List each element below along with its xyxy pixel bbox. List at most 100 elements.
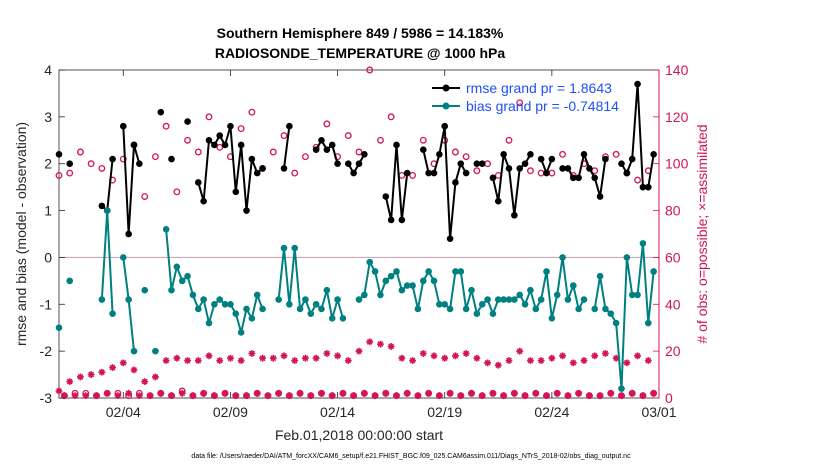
assimilated-obs-marker (157, 389, 165, 397)
chart-title: Southern Hemisphere 849 / 5986 = 14.183% (217, 25, 504, 41)
bias-data-point (168, 286, 175, 294)
possible-obs-marker (612, 150, 620, 158)
assimilated-obs-marker (248, 350, 256, 357)
assimilated-obs-marker (162, 357, 170, 364)
y-tick-label-right: 120 (665, 109, 689, 125)
bias-data-point (553, 291, 561, 299)
rmse-data-point (109, 155, 116, 163)
legend-rmse-label: rmse grand pr = 1.8643 (466, 80, 612, 96)
assimilated-obs-marker (103, 389, 111, 397)
assimilated-obs-marker (98, 368, 106, 376)
assimilated-obs-marker (312, 354, 320, 362)
rmse-data-point (403, 169, 411, 177)
legend-bias-marker (442, 102, 450, 110)
x-tick-label: 03/01 (641, 404, 676, 420)
bias-data-point (419, 277, 427, 285)
rmse-data-point (457, 160, 465, 168)
possible-obs-marker (291, 169, 299, 177)
y-tick-label-right: 0 (665, 390, 673, 406)
assimilated-obs-marker (596, 392, 604, 400)
bias-data-point (286, 300, 293, 308)
assimilated-obs-marker (419, 350, 427, 357)
rmse-data-point (382, 193, 390, 200)
rmse-data-point (516, 165, 524, 172)
rmse-data-point (478, 160, 486, 168)
bias-data-point (194, 305, 202, 313)
possible-obs-marker (387, 113, 395, 121)
bias-data-point (98, 296, 106, 303)
possible-obs-marker (151, 153, 159, 161)
bias-data-point (66, 277, 74, 285)
assimilated-obs-marker (457, 392, 465, 400)
y-axis-label-left: rmse and bias (model - observation) (13, 122, 29, 346)
y-tick-label-left: 0 (44, 249, 52, 265)
rmse-data-point (98, 202, 106, 210)
assimilated-obs-marker (189, 392, 197, 400)
rmse-data-point (119, 122, 127, 130)
bias-data-point (259, 305, 266, 313)
assimilated-obs-marker (296, 389, 304, 397)
rmse-data-point (419, 146, 427, 153)
bias-data-point (441, 300, 449, 308)
rmse-data-point (200, 197, 207, 205)
bias-data-point (559, 254, 566, 261)
rmse-data-point (446, 235, 454, 242)
assimilated-obs-marker (559, 352, 566, 360)
possible-obs-marker (516, 99, 524, 107)
y-tick-label-right: 60 (665, 249, 681, 265)
possible-obs-marker (323, 120, 331, 128)
possible-obs-marker (119, 155, 127, 163)
bias-data-point (173, 263, 181, 271)
bias-data-point (623, 254, 631, 261)
assimilated-obs-marker (516, 347, 524, 355)
bias-data-point (403, 282, 411, 289)
possible-obs-marker (66, 169, 74, 177)
assimilated-obs-marker (612, 354, 620, 362)
possible-obs-marker (184, 136, 192, 144)
bias-data-point (473, 310, 481, 317)
bias-data-point (409, 282, 416, 289)
bias-data-point (119, 254, 127, 261)
assimilated-obs-marker (152, 373, 159, 381)
rmse-data-point (344, 160, 352, 168)
bias-data-point (152, 347, 159, 355)
assimilated-obs-marker (489, 389, 497, 397)
bias-data-point (607, 310, 615, 317)
rmse-data-point (355, 160, 363, 168)
y-tick-label-left: -3 (40, 390, 53, 406)
rmse-data-point (580, 151, 588, 158)
assimilated-obs-marker (291, 357, 299, 364)
assimilated-obs-marker (178, 389, 186, 397)
legend: rmse grand pr = 1.8643 bias grand pr = -… (432, 80, 619, 114)
rmse-data-point (494, 197, 502, 205)
assimilated-obs-marker (591, 352, 599, 360)
assimilated-obs-marker (382, 389, 390, 397)
assimilated-obs-marker (280, 352, 288, 360)
bias-data-point (575, 305, 582, 313)
x-tick-label: 02/24 (534, 404, 569, 420)
bias-data-point (634, 291, 641, 299)
y-tick-label-right: 80 (665, 203, 681, 219)
assimilated-obs-marker (527, 357, 534, 364)
assimilated-obs-marker (387, 343, 395, 350)
bias-data-point (377, 291, 384, 299)
rmse-data-point (130, 141, 138, 149)
rmse-data-point (227, 122, 234, 130)
assimilated-obs-marker (468, 389, 475, 397)
rmse-data-point (387, 216, 395, 224)
bias-data-point (382, 277, 390, 285)
bias-data-point (232, 310, 240, 317)
bias-data-point (596, 272, 604, 280)
bias-data-point (361, 291, 368, 299)
rmse-data-point (505, 165, 513, 172)
rmse-data-point (55, 151, 63, 158)
rmse-data-point (511, 211, 518, 219)
bias-data-point (478, 300, 486, 308)
assimilated-obs-marker (452, 352, 459, 360)
rmse-data-point (221, 141, 229, 149)
assimilated-obs-marker (548, 354, 556, 362)
assimilated-obs-marker (210, 392, 218, 400)
possible-obs-marker (173, 188, 181, 196)
rmse-data-point (398, 216, 406, 224)
